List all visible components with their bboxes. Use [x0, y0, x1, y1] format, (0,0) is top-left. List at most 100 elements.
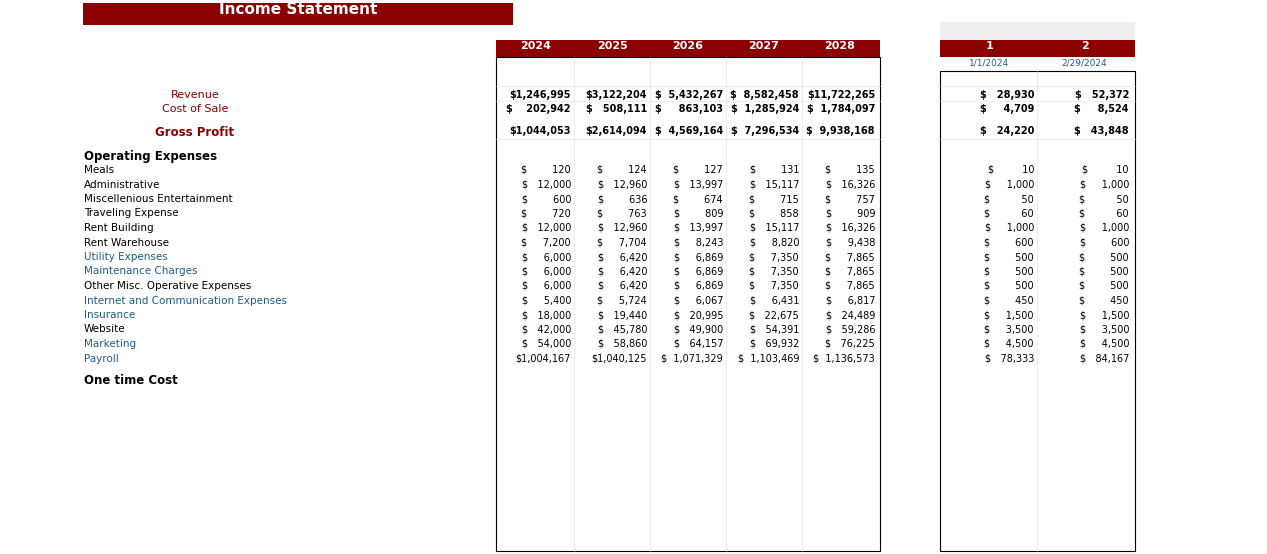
Text: $     6,000: $ 6,000 [522, 252, 571, 262]
Text: 2/29/2024: 2/29/2024 [1062, 58, 1107, 67]
Text: $  1,784,097: $ 1,784,097 [807, 104, 875, 114]
Text: $   42,000: $ 42,000 [522, 325, 571, 335]
Text: $     1,000: $ 1,000 [984, 179, 1034, 189]
Text: 1/1/2024: 1/1/2024 [969, 58, 1010, 67]
Text: Miscellenious Entertainment: Miscellenious Entertainment [84, 194, 233, 204]
Bar [940, 22, 1135, 40]
Text: $   12,000: $ 12,000 [522, 179, 571, 189]
Text: $   43,848: $ 43,848 [1074, 126, 1129, 136]
Text: $        720: $ 720 [521, 208, 571, 218]
Text: $     8,820: $ 8,820 [750, 238, 799, 248]
Text: $   84,167: $ 84,167 [1079, 353, 1129, 363]
Bar [495, 40, 881, 57]
Text: $        600: $ 600 [522, 194, 571, 204]
Text: $     6,431: $ 6,431 [750, 295, 799, 305]
Text: $        127: $ 127 [673, 165, 723, 175]
Text: $   24,220: $ 24,220 [979, 126, 1034, 136]
Text: $     6,817: $ 6,817 [826, 295, 875, 305]
Text: $        124: $ 124 [597, 165, 647, 175]
Text: $     6,869: $ 6,869 [674, 281, 723, 291]
Text: $         10: $ 10 [987, 165, 1034, 175]
Text: $     7,865: $ 7,865 [825, 281, 875, 291]
Text: $   15,117: $ 15,117 [750, 223, 799, 233]
Text: Administrative: Administrative [84, 179, 161, 189]
Text: $     6,420: $ 6,420 [598, 266, 647, 276]
Text: One time Cost: One time Cost [84, 374, 177, 387]
Bar [940, 40, 1135, 57]
Text: $   76,225: $ 76,225 [825, 339, 875, 349]
Text: $   49,900: $ 49,900 [674, 325, 723, 335]
Bar [940, 71, 1135, 551]
Text: $   12,000: $ 12,000 [522, 223, 571, 233]
Text: $   19,440: $ 19,440 [598, 310, 647, 320]
Text: $        600: $ 600 [984, 238, 1034, 248]
Text: $     7,865: $ 7,865 [825, 266, 875, 276]
Text: $          50: $ 50 [984, 194, 1034, 204]
Text: $        809: $ 809 [674, 208, 723, 218]
Text: $     1,500: $ 1,500 [984, 310, 1034, 320]
Text: Income Statement: Income Statement [219, 3, 378, 18]
Text: $     7,200: $ 7,200 [522, 238, 571, 248]
Text: $     1,000: $ 1,000 [1079, 223, 1129, 233]
Text: $     4,500: $ 4,500 [1079, 339, 1129, 349]
Text: $        715: $ 715 [749, 194, 799, 204]
Text: Internet and Communication Expenses: Internet and Communication Expenses [84, 295, 288, 305]
Text: $     8,524: $ 8,524 [1074, 104, 1129, 114]
Text: $     6,420: $ 6,420 [598, 252, 647, 262]
Text: Rent Building: Rent Building [84, 223, 153, 233]
Text: $        120: $ 120 [522, 165, 571, 175]
Text: $  1,136,573: $ 1,136,573 [813, 353, 875, 363]
Text: Cost of Sale: Cost of Sale [162, 104, 228, 114]
Text: $  5,432,267: $ 5,432,267 [655, 90, 723, 100]
Text: $   15,117: $ 15,117 [750, 179, 799, 189]
Text: Revenue: Revenue [171, 90, 219, 100]
Text: $     8,243: $ 8,243 [674, 238, 723, 248]
Text: $   12,960: $ 12,960 [598, 179, 647, 189]
Text: $        636: $ 636 [598, 194, 647, 204]
Text: $        450: $ 450 [1079, 295, 1129, 305]
Text: $          60: $ 60 [984, 208, 1034, 218]
Text: Utility Expenses: Utility Expenses [84, 252, 167, 262]
Text: $     3,500: $ 3,500 [984, 325, 1034, 335]
Text: $   13,997: $ 13,997 [674, 179, 723, 189]
Text: $  7,296,534: $ 7,296,534 [731, 126, 799, 136]
Text: $     6,067: $ 6,067 [674, 295, 723, 305]
Text: $     9,438: $ 9,438 [826, 238, 875, 248]
Text: $3,122,204: $3,122,204 [585, 90, 647, 100]
Text: $   78,333: $ 78,333 [984, 353, 1034, 363]
Text: $        500: $ 500 [984, 281, 1034, 291]
Text: $     5,724: $ 5,724 [597, 295, 647, 305]
Text: 2027: 2027 [749, 41, 779, 51]
Text: $     6,000: $ 6,000 [522, 266, 571, 276]
Text: $  9,938,168: $ 9,938,168 [807, 126, 875, 136]
Text: Rent Warehouse: Rent Warehouse [84, 238, 169, 248]
Text: Maintenance Charges: Maintenance Charges [84, 266, 198, 276]
Text: $     6,869: $ 6,869 [674, 266, 723, 276]
Text: $     7,350: $ 7,350 [749, 252, 799, 262]
Text: $  1,103,469: $ 1,103,469 [737, 353, 799, 363]
Text: Website: Website [84, 325, 125, 335]
Text: $     5,400: $ 5,400 [522, 295, 571, 305]
Text: Insurance: Insurance [84, 310, 136, 320]
Text: $        500: $ 500 [1079, 281, 1129, 291]
Text: $        500: $ 500 [984, 252, 1034, 262]
Text: $     7,350: $ 7,350 [749, 281, 799, 291]
Text: $     7,350: $ 7,350 [749, 266, 799, 276]
Text: $     6,420: $ 6,420 [598, 281, 647, 291]
Text: $     1,500: $ 1,500 [1079, 310, 1129, 320]
Text: Payroll: Payroll [84, 353, 119, 363]
Text: $     3,500: $ 3,500 [1079, 325, 1129, 335]
Text: $          60: $ 60 [1079, 208, 1129, 218]
Text: $        909: $ 909 [826, 208, 875, 218]
Text: $   54,000: $ 54,000 [522, 339, 571, 349]
Text: $  4,569,164: $ 4,569,164 [655, 126, 723, 136]
Text: Gross Profit: Gross Profit [156, 126, 234, 139]
Text: $        757: $ 757 [825, 194, 875, 204]
Text: $  1,285,924: $ 1,285,924 [731, 104, 799, 114]
Text: Traveling Expense: Traveling Expense [84, 208, 179, 218]
Text: $1,004,167: $1,004,167 [516, 353, 571, 363]
Text: $     863,103: $ 863,103 [655, 104, 723, 114]
Text: $        500: $ 500 [1079, 252, 1129, 262]
Text: $   18,000: $ 18,000 [522, 310, 571, 320]
Text: $        858: $ 858 [749, 208, 799, 218]
